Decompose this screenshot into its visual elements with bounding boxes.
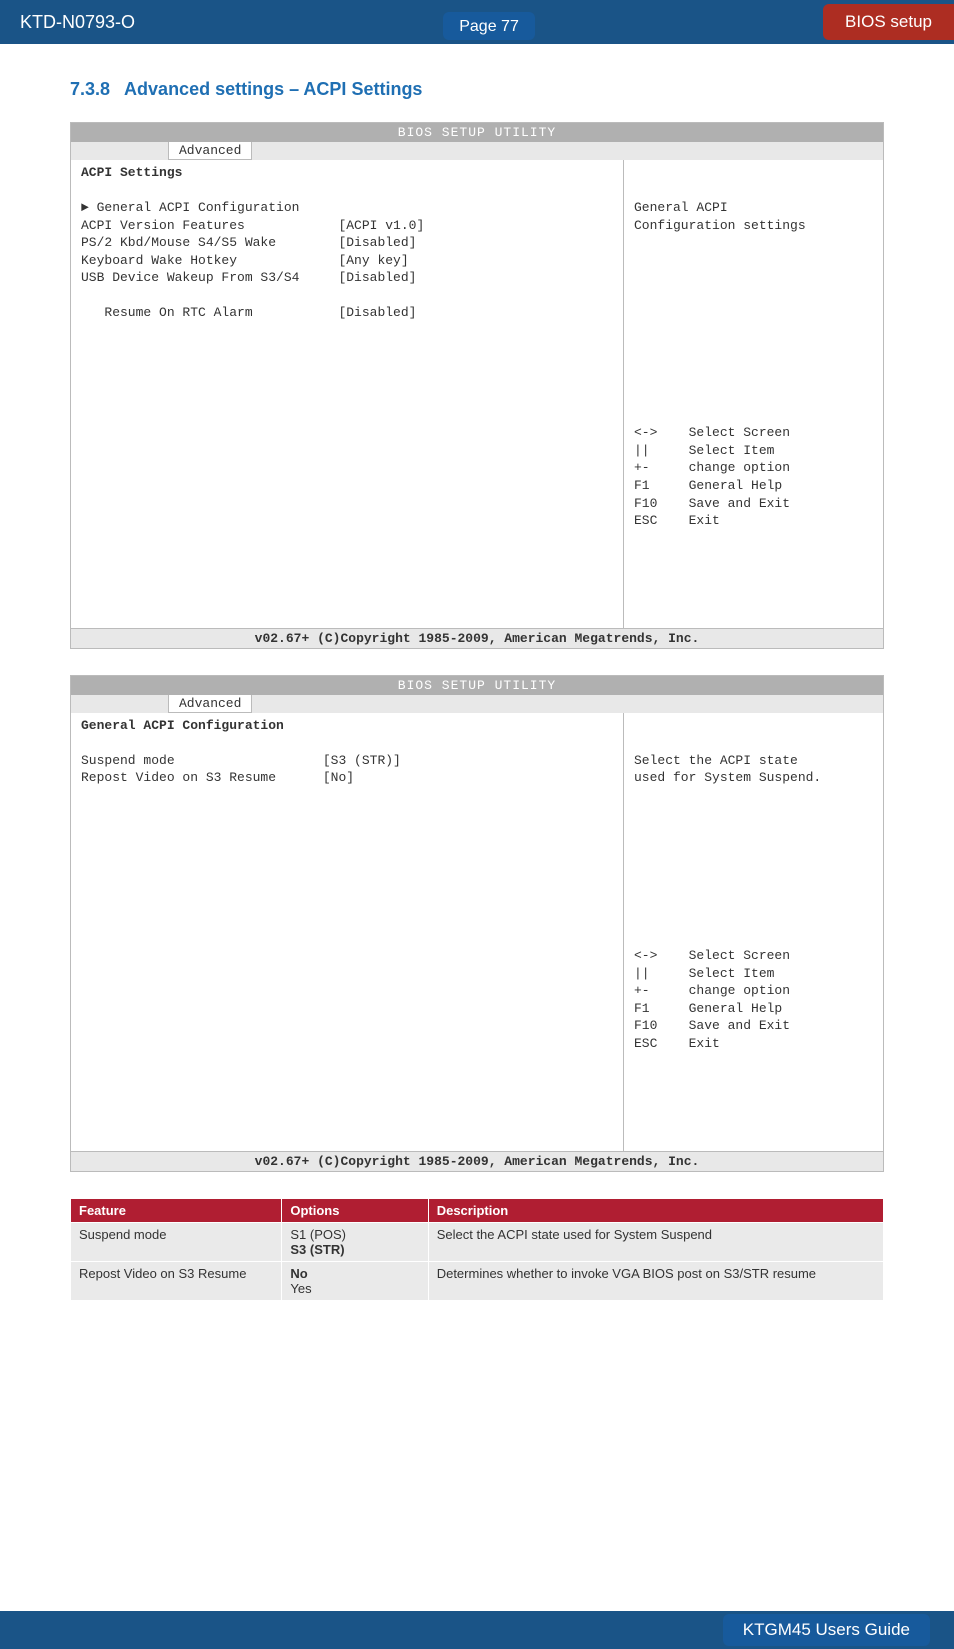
bios-tab-spacer bbox=[71, 695, 168, 713]
table-row: Suspend mode S1 (POS) S3 (STR) Select th… bbox=[71, 1222, 884, 1261]
bios-header: BIOS SETUP UTILITY bbox=[71, 676, 883, 695]
bios-body: General ACPI Configuration Suspend mode … bbox=[71, 713, 883, 1151]
bios-right-description: Select the ACPI state used for System Su… bbox=[634, 752, 873, 787]
footer-guide-label: KTGM45 Users Guide bbox=[723, 1614, 930, 1646]
section-pill: BIOS setup bbox=[823, 4, 954, 40]
bios-header: BIOS SETUP UTILITY bbox=[71, 123, 883, 142]
bios-tabs: Advanced bbox=[71, 695, 883, 713]
bios-tab-advanced: Advanced bbox=[168, 695, 252, 713]
page-content: 7.3.8 Advanced settings – ACPI Settings B… bbox=[0, 44, 954, 1311]
top-header: KTD-N0793-O Page 77 BIOS setup bbox=[0, 0, 954, 44]
bios-right-panel: General ACPI Configuration settings <-> … bbox=[623, 160, 883, 628]
feature-cell: Suspend mode bbox=[71, 1222, 282, 1261]
section-title-text: Advanced settings – ACPI Settings bbox=[124, 79, 422, 99]
table-row: Repost Video on S3 Resume No Yes Determi… bbox=[71, 1261, 884, 1300]
feature-cell: Repost Video on S3 Resume bbox=[71, 1261, 282, 1300]
footer-bar: KTGM45 Users Guide bbox=[0, 1611, 954, 1649]
bios-right-spacer bbox=[634, 269, 873, 389]
feature-col-header: Feature bbox=[71, 1198, 282, 1222]
bios-box-acpi-settings: BIOS SETUP UTILITY Advanced ACPI Setting… bbox=[70, 122, 884, 649]
bios-tabs: Advanced bbox=[71, 142, 883, 160]
section-number: 7.3.8 bbox=[70, 79, 110, 99]
bios-footer: v02.67+ (C)Copyright 1985-2009, American… bbox=[71, 628, 883, 648]
bios-tab-spacer bbox=[71, 142, 168, 160]
options-cell: No Yes bbox=[282, 1261, 428, 1300]
description-cell: Select the ACPI state used for System Su… bbox=[428, 1222, 883, 1261]
bios-right-description: General ACPI Configuration settings bbox=[634, 199, 873, 234]
bios-help-keys: <-> Select Screen || Select Item +- chan… bbox=[634, 947, 873, 1052]
bios-box-general-acpi: BIOS SETUP UTILITY Advanced General ACPI… bbox=[70, 675, 884, 1172]
bios-help-keys: <-> Select Screen || Select Item +- chan… bbox=[634, 424, 873, 529]
bios-right-spacer bbox=[634, 822, 873, 912]
bios-body: ACPI Settings ► General ACPI Configurati… bbox=[71, 160, 883, 628]
page-number-pill: Page 77 bbox=[443, 12, 535, 40]
feature-table-body: Suspend mode S1 (POS) S3 (STR) Select th… bbox=[71, 1222, 884, 1300]
bios-left-panel: ACPI Settings ► General ACPI Configurati… bbox=[71, 160, 623, 628]
bios-footer: v02.67+ (C)Copyright 1985-2009, American… bbox=[71, 1151, 883, 1171]
bios-right-bottom-spacer bbox=[634, 565, 873, 585]
bios-tab-advanced: Advanced bbox=[168, 142, 252, 160]
section-title: 7.3.8 Advanced settings – ACPI Settings bbox=[70, 79, 884, 100]
feature-table-header-row: Feature Options Description bbox=[71, 1198, 884, 1222]
description-cell: Determines whether to invoke VGA BIOS po… bbox=[428, 1261, 883, 1300]
bios-left-panel: General ACPI Configuration Suspend mode … bbox=[71, 713, 623, 1151]
feature-table: Feature Options Description Suspend mode… bbox=[70, 1198, 884, 1301]
doc-id: KTD-N0793-O bbox=[0, 12, 155, 33]
bios-right-bottom-spacer bbox=[634, 1088, 873, 1108]
options-col-header: Options bbox=[282, 1198, 428, 1222]
options-cell: S1 (POS) S3 (STR) bbox=[282, 1222, 428, 1261]
description-col-header: Description bbox=[428, 1198, 883, 1222]
bios-right-panel: Select the ACPI state used for System Su… bbox=[623, 713, 883, 1151]
